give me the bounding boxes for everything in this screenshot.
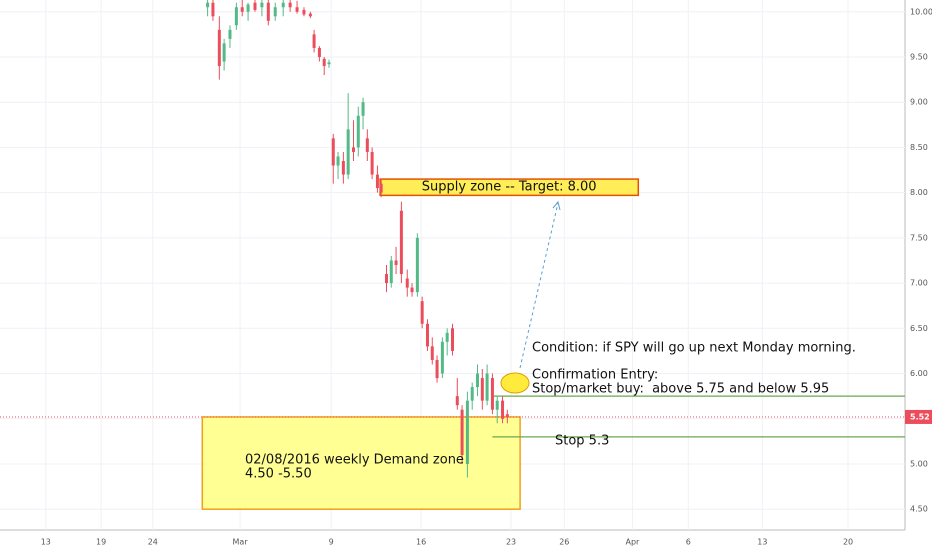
last-price-box xyxy=(905,409,932,424)
annotation: 02/08/2016 weekly Demand zone xyxy=(245,453,464,468)
candle-body xyxy=(273,7,277,17)
candle-body xyxy=(317,47,321,57)
candle-body xyxy=(351,147,355,152)
candle-body xyxy=(470,387,474,401)
x-tick-label: 13 xyxy=(41,538,51,547)
y-tick-label: 4.50 xyxy=(910,505,928,514)
candle-body xyxy=(240,7,244,12)
candle-body xyxy=(234,7,238,26)
candle-body xyxy=(341,160,345,175)
y-tick-label: 9.00 xyxy=(910,98,928,107)
candle-body xyxy=(480,378,484,401)
candle-body xyxy=(266,2,270,21)
candle-body xyxy=(445,332,449,342)
x-tick-label: 16 xyxy=(416,538,426,547)
candle-body xyxy=(394,260,398,265)
x-tick-label: Mar xyxy=(233,538,249,547)
candle-body xyxy=(430,346,434,360)
candle-body xyxy=(399,210,403,275)
candle-body xyxy=(375,174,379,189)
arrow xyxy=(519,202,559,369)
candle-body xyxy=(495,400,499,410)
candle-body xyxy=(384,274,388,284)
candle-body xyxy=(211,2,215,17)
candle-body xyxy=(336,156,340,166)
x-tick-label: 6 xyxy=(686,538,691,547)
candle-body xyxy=(455,396,459,406)
annotation: Confirmation Entry: xyxy=(532,368,658,383)
candle-body xyxy=(281,2,285,8)
x-tick-label: 9 xyxy=(329,538,334,547)
candle-body xyxy=(435,359,439,379)
entry-marker xyxy=(500,372,530,394)
zone-label: Supply zone -- Target: 8.00 xyxy=(422,180,597,195)
annotation: Stop 5.3 xyxy=(555,434,609,449)
x-tick-label: 13 xyxy=(757,538,767,547)
x-tick-label: 19 xyxy=(96,538,106,547)
y-tick-label: 5.00 xyxy=(910,459,928,468)
candle-body xyxy=(501,400,505,419)
annotation: Stop/market buy: above 5.75 and below 5.… xyxy=(532,382,829,397)
x-tick-label: 24 xyxy=(148,538,158,547)
candle-body xyxy=(379,183,383,193)
candle-body xyxy=(331,138,335,166)
candle-body xyxy=(410,287,414,293)
candle-body xyxy=(490,378,494,410)
annotation: Condition: if SPY will go up next Monday… xyxy=(532,341,856,356)
candle-body xyxy=(365,138,369,152)
x-tick-label: 23 xyxy=(506,538,516,547)
candle-body xyxy=(451,328,454,351)
candle-body xyxy=(361,102,365,116)
y-tick-label: 10.00 xyxy=(910,7,932,16)
candle-body xyxy=(415,237,419,293)
y-tick-label: 8.00 xyxy=(910,188,928,197)
candle-body xyxy=(465,400,469,464)
candle-body xyxy=(222,43,226,62)
y-tick-label: 6.00 xyxy=(910,369,928,378)
candle-body xyxy=(485,373,489,401)
y-tick-label: 6.50 xyxy=(910,324,928,333)
annotation: 4.50 -5.50 xyxy=(245,467,312,482)
x-tick-label: 20 xyxy=(843,538,853,547)
candle-body xyxy=(327,62,331,65)
candle-body xyxy=(302,9,306,15)
candle-body xyxy=(308,13,312,17)
candle-body xyxy=(206,2,210,8)
y-tick-label: 8.50 xyxy=(910,143,928,152)
y-tick-label: 7.00 xyxy=(910,279,928,288)
candle-body xyxy=(370,151,374,175)
candle-body xyxy=(460,409,464,455)
candle-body xyxy=(356,115,360,148)
candle-body xyxy=(246,4,250,12)
candle-body xyxy=(405,278,409,288)
candle-body xyxy=(505,414,509,417)
y-tick-label: 7.50 xyxy=(910,233,928,242)
candle-body xyxy=(217,29,221,67)
x-tick-label: Apr xyxy=(626,538,641,547)
candle-body xyxy=(288,2,292,8)
candle-body xyxy=(476,373,480,388)
candle-body xyxy=(440,341,444,374)
candle-body xyxy=(346,129,350,175)
candle-body xyxy=(228,29,232,39)
candle-body xyxy=(295,7,299,12)
candle-body xyxy=(312,34,316,48)
arrow-head xyxy=(552,200,561,211)
candle-body xyxy=(322,58,326,67)
y-tick-label: 9.50 xyxy=(910,52,928,61)
x-tick-label: 26 xyxy=(559,538,569,547)
candle-body xyxy=(425,323,429,347)
candle-body xyxy=(260,2,264,8)
candle-body xyxy=(389,260,393,284)
candle-body xyxy=(420,301,424,324)
candle-body xyxy=(253,2,257,10)
last-price-label: 5.52 xyxy=(910,412,930,421)
